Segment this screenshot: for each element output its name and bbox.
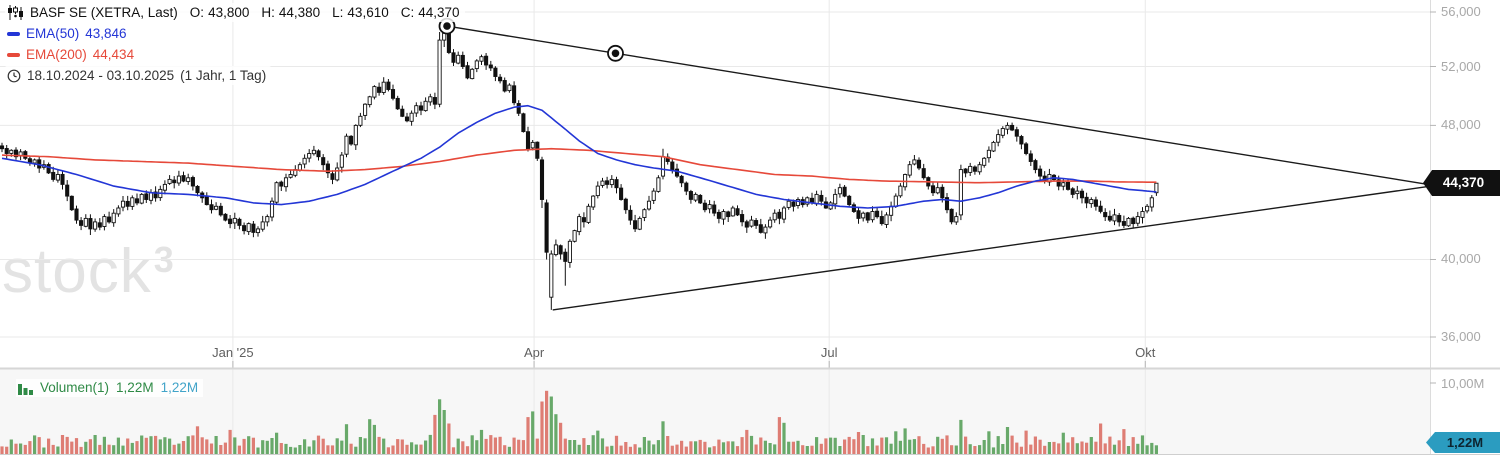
ema200-value: 44,434 bbox=[92, 47, 135, 62]
symbol-title: BASF SE (XETRA, Last) bbox=[30, 5, 178, 20]
ohlc-values: O: 43,800 H: 44,380 L: 43,610 C: 44,370 bbox=[190, 4, 460, 21]
date-range-text: 18.10.2024 - 03.10.2025 bbox=[27, 68, 175, 83]
trendline-lower-ascending[interactable] bbox=[552, 185, 1432, 311]
open-value: 43,800 bbox=[208, 5, 250, 20]
clock-icon bbox=[7, 69, 21, 82]
time-axis-tick-label: Okt bbox=[1135, 345, 1156, 360]
ema200-line bbox=[1, 147, 1157, 184]
price-axis-tick-label: 40,000 bbox=[1441, 251, 1481, 267]
last-price-tag: 44,370 bbox=[1423, 170, 1500, 196]
ema50-label: EMA(50) bbox=[26, 26, 80, 41]
volume-label: Volumen(1) bbox=[40, 380, 110, 395]
price-axis-tick-label: 56,000 bbox=[1441, 4, 1481, 19]
ema200-label: EMA(200) bbox=[26, 47, 87, 62]
volume-value-current: 1,22M bbox=[160, 380, 199, 395]
close-value: 44,370 bbox=[418, 5, 460, 20]
candlestick-chart-icon bbox=[8, 5, 23, 20]
ema50-line-icon bbox=[7, 31, 20, 36]
price-axis-tick-label: 52,000 bbox=[1441, 58, 1481, 74]
ema200-row[interactable]: EMA(200) 44,434 bbox=[5, 45, 140, 64]
high-label: H: bbox=[261, 5, 275, 20]
time-axis-tick-label: Jul bbox=[820, 345, 838, 360]
stock3-watermark: stock3 bbox=[2, 241, 175, 303]
last-volume-tag: 1,22M bbox=[1426, 432, 1500, 453]
price-axis-tick-label: 48,000 bbox=[1441, 117, 1481, 133]
ema200-line-icon bbox=[7, 52, 20, 57]
chart-legend: BASF SE (XETRA, Last) O: 43,800 H: 44,380 L:… bbox=[5, 3, 465, 87]
interval-text: (1 Jahr, 1 Tag) bbox=[180, 68, 267, 83]
high-value: 44,380 bbox=[278, 5, 321, 20]
low-value: 43,610 bbox=[347, 5, 389, 20]
watermark-text: stock bbox=[2, 237, 152, 306]
ema50-line bbox=[1, 104, 1157, 209]
close-label: C: bbox=[400, 5, 415, 20]
ema50-value: 43,846 bbox=[85, 26, 127, 41]
time-axis-tick-label: Apr bbox=[523, 345, 545, 360]
volume-bars-icon bbox=[18, 383, 33, 395]
date-range-row[interactable]: 18.10.2024 - 03.10.2025 (1 Jahr, 1 Tag) bbox=[5, 66, 272, 85]
price-axis-tick-label: 36,000 bbox=[1441, 328, 1481, 344]
open-label: O: bbox=[189, 5, 205, 20]
volume-axis-tick-label: 10,00M bbox=[1441, 376, 1485, 391]
volume-legend[interactable]: Volumen(1) 1,22M 1,22M bbox=[16, 379, 204, 397]
ema50-row[interactable]: EMA(50) 43,846 bbox=[5, 24, 132, 43]
low-label: L: bbox=[332, 5, 344, 20]
volume-value: 1,22M bbox=[116, 380, 154, 395]
trendline-upper-descending[interactable] bbox=[446, 25, 1432, 186]
time-axis-tick-label: Jan '25 bbox=[212, 345, 254, 360]
symbol-row[interactable]: BASF SE (XETRA, Last) O: 43,800 H: 44,380 L:… bbox=[5, 3, 465, 22]
